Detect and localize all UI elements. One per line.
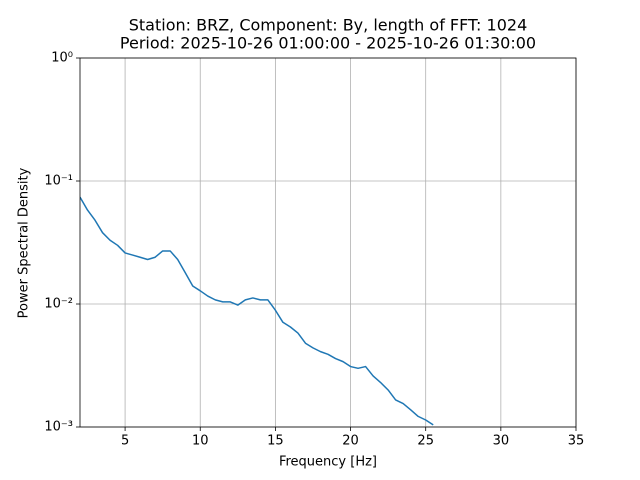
grid [80,57,577,428]
chart-title: Station: BRZ, Component: By, length of F… [129,16,528,35]
y-axis-label: Power Spectral Density [17,167,32,318]
x-axis-label: Frequency [Hz] [279,455,377,470]
y-tick-label: 10⁰ [51,51,73,66]
chart-subtitle: Period: 2025-10-26 01:00:00 - 2025-10-26… [120,34,536,53]
x-tick-label: 35 [568,434,585,449]
x-tick-label: 15 [267,434,284,449]
axes-frame [79,57,577,428]
y-tick-label: 10⁻³ [44,420,73,435]
x-tick-label: 30 [493,434,510,449]
x-tick-label: 10 [192,434,209,449]
y-tick-label: 10⁻¹ [44,174,73,189]
plot-area [80,196,434,426]
x-tick-label: 20 [342,434,359,449]
x-tick-label: 25 [417,434,434,449]
x-tick-label: 5 [121,434,129,449]
data-line [80,196,434,426]
y-tick-label: 10⁻² [44,297,73,312]
